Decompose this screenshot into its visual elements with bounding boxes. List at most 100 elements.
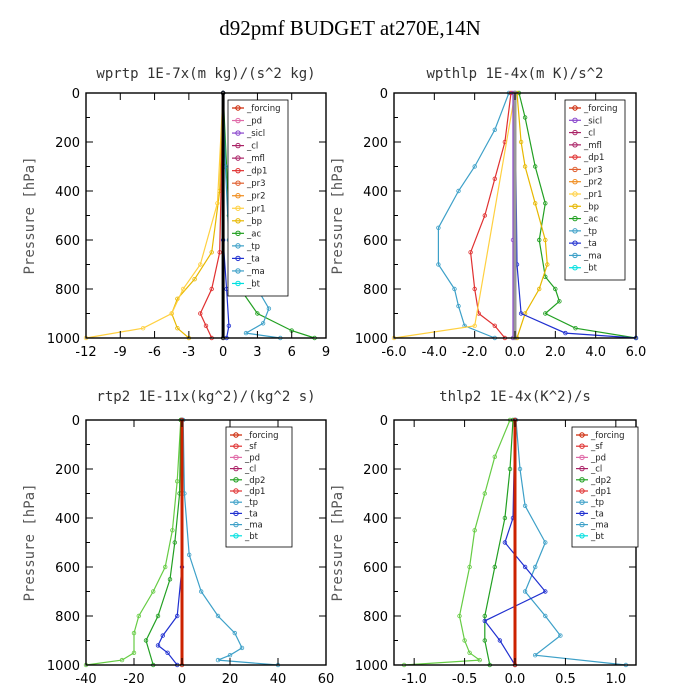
legend-marker [235,117,241,124]
data-point [482,638,487,643]
legend-marker [233,499,239,505]
x-tick-label: -40 [75,672,96,687]
legend-item: _ac [246,229,261,239]
x-tick-label: 4.0 [585,345,606,360]
legend-marker [572,154,578,160]
legend-marker [572,117,578,123]
legend: _forcing _sicl _cl _mfl _dp1 _pr3 _pr2 _pr1 _bp _… [564,99,626,281]
legend-item: _bt [590,532,605,542]
x-tick-label: -4.0 [422,345,447,360]
data-point [198,311,203,316]
legend-marker [572,166,578,173]
data-point [558,633,563,638]
series-line-tp [515,419,626,666]
data-point [563,330,568,336]
chart-panel-wprtp: wprtp 1E-7x(m kg)/(s^2 kg) Pressure [hPa]… [22,66,330,360]
data-point [136,613,141,619]
legend-item: _sicl [583,116,602,126]
legend-marker [235,193,241,199]
y-tick-label: 600 [55,234,80,249]
y-tick-label: 800 [55,283,80,298]
legend-item: _dp2 [244,476,265,486]
data-point [456,188,461,194]
chart-title: wprtp 1E-7x(m kg)/(s^2 kg) [96,66,315,82]
data-point [477,657,482,663]
y-tick-label: 0 [380,87,388,102]
y-tick-label: 200 [363,463,388,478]
data-point [468,250,473,255]
series-line-dp1 [469,92,512,339]
legend-item: _ma [244,521,263,531]
x-tick-label: 6.0 [626,345,647,360]
data-point [266,306,272,311]
legend-marker [235,105,241,111]
y-axis-label: Pressure [hPa] [22,483,38,601]
x-tick-label: -2.0 [462,345,487,360]
data-point [522,503,528,508]
series-line-dp2 [145,419,182,666]
legend-item: _forcing [583,104,618,114]
y-tick-label: 1000 [355,332,388,347]
legend-marker [235,280,241,287]
legend-item: _pd [590,453,606,463]
data-point [507,466,513,472]
legend-item: _dp2 [590,476,611,486]
legend-item: _pr3 [583,165,603,175]
legend-marker [579,488,585,494]
data-point [186,552,192,557]
legend-marker [235,255,241,262]
data-point [517,466,523,472]
legend-item: _bt [244,532,259,542]
legend-marker [572,265,578,271]
series-line-dp1 [199,92,224,339]
x-tick-label: -20 [123,672,144,687]
series-line-dp1 [85,419,182,666]
legend-marker [233,521,239,528]
data-point [232,630,237,636]
data-point [532,164,538,169]
data-point [172,540,177,545]
series-line-dp2 [484,419,514,666]
legend: _forcing_sf_pd _cl_dp2_dp1_tp_ta _ma_bt [571,426,639,548]
legend-item: _sf [590,442,604,452]
legend-item: _ta [590,509,604,519]
chart-panel-thlp2: thlp2 1E-4x(K^2)/s Pressure [hPa] -1.0 -0.5… [330,389,639,687]
legend-item: _ta [244,509,258,519]
legend-marker [579,477,585,483]
data-point [573,326,578,331]
data-point [155,613,161,619]
y-tick-label: 400 [363,185,388,200]
legend-item: _tp [246,242,260,252]
data-point [209,286,214,292]
legend-item: _sicl [246,129,265,139]
data-point [492,564,497,570]
legend-marker [579,521,585,528]
data-point [143,638,149,643]
series-line-bp [516,92,548,339]
data-point [255,311,260,316]
data-point [518,311,524,316]
y-tick-label: 200 [55,136,80,151]
y-tick-label: 200 [363,136,388,151]
legend-marker [235,130,241,136]
data-point [260,321,266,326]
data-point [467,650,472,655]
legend-item: _forcing [244,431,279,441]
data-point [150,589,156,594]
legend-item: _pd [244,453,260,463]
x-tick-label: -12 [75,345,96,360]
data-point [226,323,232,328]
legend-item: _tp [244,498,258,508]
x-tick-label: 0.0 [505,345,526,360]
series-line-pr1 [393,92,516,339]
data-point [203,323,209,328]
x-tick-label: 1.0 [605,672,626,687]
legend-item: _cl [244,465,256,475]
legend-item: _bp [583,202,599,212]
legend-marker [572,179,578,185]
y-tick-label: 0 [72,87,80,102]
chart-panel-wpthlp: wpthlp 1E-4x(m K)/s^2 Pressure [hPa] -6.0 -… [330,66,647,360]
data-point [522,589,528,594]
legend-box [571,426,639,548]
legend-item: _bp [246,217,262,227]
